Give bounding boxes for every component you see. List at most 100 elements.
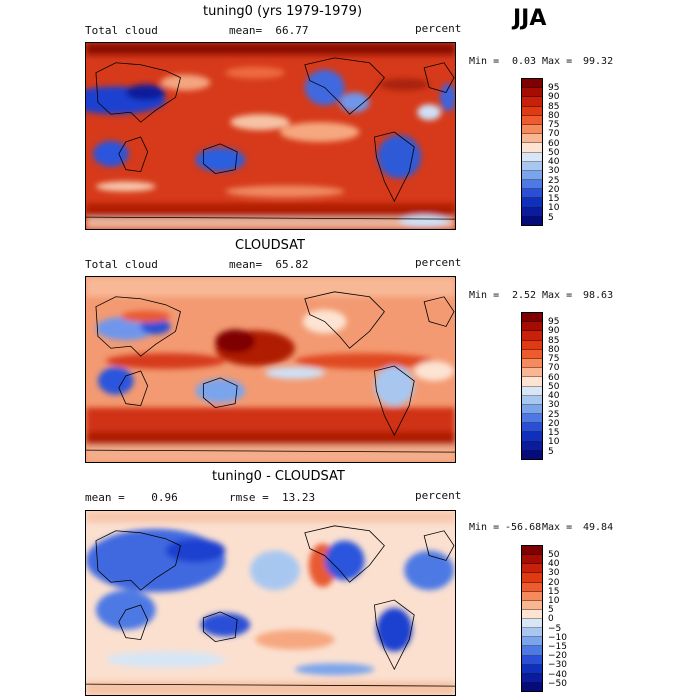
- max-value: 98.63: [583, 290, 614, 301]
- colorbar-swatch: [522, 450, 542, 459]
- colorbar-tick-label: 5: [548, 212, 554, 223]
- colorbar-swatch: [522, 619, 542, 629]
- colorbar-tick-label: −5: [548, 623, 562, 634]
- colorbar-swatch: [522, 189, 542, 199]
- min-value: 2.52: [512, 290, 537, 301]
- colorbar-swatch: [522, 395, 542, 405]
- colorbar-tick-label: 15: [548, 586, 560, 597]
- min-value: -56.68: [505, 522, 542, 533]
- colorbar-tick-label: 80: [548, 344, 560, 355]
- colorbar-tick-label: −15: [548, 642, 567, 652]
- colorbar-swatch: [522, 115, 542, 125]
- colorbar-swatch: [522, 313, 542, 323]
- colorbar-swatch: [522, 170, 542, 181]
- units-label: percent: [415, 489, 462, 502]
- cloud-map: [85, 276, 456, 463]
- rmse-label: rmse = 13.23: [229, 491, 316, 504]
- colorbar-tick-label: 5: [548, 446, 554, 457]
- min-label: Min =: [469, 522, 500, 533]
- units-label: percent: [415, 256, 462, 269]
- colorbar-tick-label: 40: [548, 157, 560, 167]
- colorbar-tick-label: 75: [548, 354, 560, 364]
- variable-label: Total cloud: [85, 24, 158, 37]
- colorbar-swatch: [522, 134, 542, 144]
- colorbar-swatch: [522, 555, 542, 565]
- colorbar-tick-label: −20: [548, 651, 567, 662]
- colorbar-swatch: [522, 368, 542, 378]
- colorbar-swatch: [522, 180, 542, 190]
- colorbar-swatch: [522, 404, 542, 415]
- colorbar-swatch: [522, 673, 542, 683]
- colorbar-tick-label: 95: [548, 317, 560, 327]
- mean-label: mean= 66.77: [229, 24, 309, 37]
- colorbar-swatch: [522, 441, 542, 451]
- min-label: Min =: [469, 290, 500, 301]
- colorbar-tick-label: 10: [548, 437, 560, 448]
- colorbar-swatch: [522, 664, 542, 674]
- colorbar-swatch: [522, 609, 542, 619]
- colorbar-tick-label: 30: [548, 166, 560, 177]
- colorbar-tick-label: 95: [548, 83, 560, 93]
- colorbar-tick-label: 85: [548, 101, 560, 112]
- colorbar-tick-label: −40: [548, 669, 567, 680]
- colorbar-tick-label: 90: [548, 326, 560, 337]
- colorbar-swatch: [522, 377, 542, 387]
- colorbar-tick-label: 85: [548, 335, 560, 346]
- colorbar-swatch: [522, 79, 542, 89]
- colorbar-swatch: [522, 358, 542, 369]
- colorbar-swatch: [522, 637, 542, 647]
- colorbar-swatch: [522, 88, 542, 98]
- colorbar-swatch: [522, 646, 542, 656]
- colorbar-swatch: [522, 97, 542, 107]
- max-value: 49.84: [583, 522, 614, 533]
- colorbar-swatch: [522, 432, 542, 442]
- colorbar: [521, 312, 543, 460]
- colorbar-swatch: [522, 340, 542, 350]
- colorbar-tick-label: −10: [548, 632, 567, 643]
- colorbar-tick-label: 10: [548, 203, 560, 214]
- colorbar-tick-label: 20: [548, 577, 560, 588]
- colorbar-tick-label: 20: [548, 184, 560, 195]
- difference-map: [85, 510, 456, 696]
- colorbar-swatch: [522, 423, 542, 433]
- colorbar-swatch: [522, 414, 542, 424]
- colorbar: [521, 545, 543, 692]
- colorbar-tick-label: 15: [548, 194, 560, 204]
- colorbar-tick-label: 90: [548, 92, 560, 103]
- colorbar-tick-label: 40: [548, 559, 560, 570]
- variable-label: Total cloud: [85, 258, 158, 271]
- colorbar-swatch: [522, 152, 542, 162]
- colorbar-tick-label: 60: [548, 138, 560, 149]
- colorbar-swatch: [522, 106, 542, 116]
- colorbar-swatch: [522, 386, 542, 396]
- colorbar-tick-label: 60: [548, 372, 560, 383]
- colorbar-swatch: [522, 198, 542, 208]
- max-label: Max =: [542, 522, 573, 533]
- units-label: percent: [415, 22, 462, 35]
- colorbar-swatch: [522, 349, 542, 359]
- colorbar-tick-label: 80: [548, 110, 560, 121]
- max-label: Max =: [542, 290, 573, 301]
- panel-title: tuning0 (yrs 1979-1979): [203, 4, 363, 19]
- colorbar-tick-label: −30: [548, 660, 567, 671]
- colorbar-tick-label: 40: [548, 391, 560, 401]
- min-label: Min =: [469, 56, 500, 67]
- colorbar-swatch: [522, 573, 542, 583]
- colorbar-swatch: [522, 591, 542, 601]
- colorbar-swatch: [522, 207, 542, 217]
- colorbar-tick-label: 30: [548, 568, 560, 579]
- colorbar-swatch: [522, 655, 542, 665]
- colorbar-swatch: [522, 161, 542, 171]
- colorbar-swatch: [522, 331, 542, 341]
- colorbar-swatch: [522, 143, 542, 153]
- colorbar-tick-label: 50: [548, 147, 560, 158]
- colorbar-tick-label: 10: [548, 596, 560, 606]
- colorbar-tick-label: 50: [548, 550, 560, 560]
- panel-title: tuning0 - CLOUDSAT: [212, 469, 345, 484]
- colorbar-swatch: [522, 682, 542, 691]
- colorbar-swatch: [522, 582, 542, 592]
- colorbar-tick-label: −50: [548, 678, 567, 689]
- mean-label: mean= 65.82: [229, 258, 309, 271]
- colorbar-swatch: [522, 600, 542, 610]
- cloud-map: [85, 42, 456, 230]
